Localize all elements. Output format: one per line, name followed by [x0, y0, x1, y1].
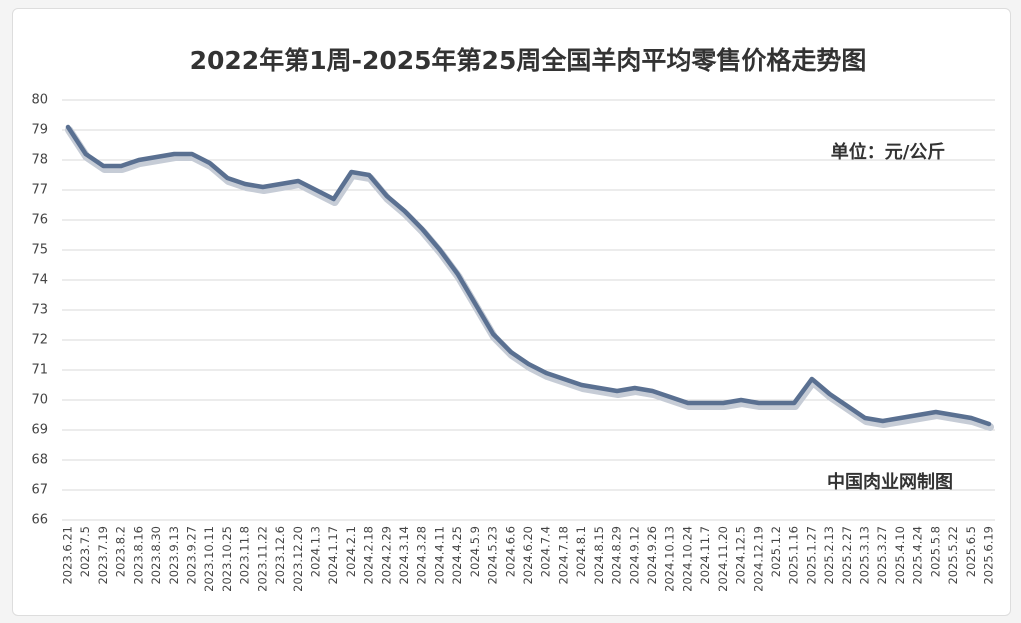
x-tick-label: 2023.9.13 — [167, 526, 181, 585]
x-tick-label: 2024.4.11 — [432, 526, 446, 585]
x-tick-label: 2024.2.1 — [344, 526, 358, 577]
x-tick-label: 2024.11.20 — [716, 526, 730, 592]
x-tick-label: 2025.6.19 — [982, 526, 996, 585]
x-tick-label: 2025.3.27 — [875, 526, 889, 585]
y-tick-label: 74 — [31, 273, 48, 288]
x-tick-label: 2024.11.7 — [698, 526, 712, 585]
x-tick-label: 2025.2.27 — [840, 526, 854, 585]
y-tick-label: 73 — [31, 303, 48, 318]
y-tick-label: 71 — [31, 363, 48, 378]
y-tick-label: 66 — [31, 513, 48, 528]
y-tick-label: 79 — [31, 123, 48, 138]
x-tick-label: 2024.2.18 — [362, 526, 376, 585]
x-tick-label: 2025.4.24 — [911, 526, 925, 585]
y-tick-label: 76 — [31, 213, 48, 228]
x-tick-label: 2024.9.26 — [645, 526, 659, 585]
line — [65, 124, 992, 427]
y-tick-label: 78 — [31, 153, 48, 168]
x-tick-label: 2025.1.27 — [804, 526, 818, 585]
chart-title: 2022年第1周-2025年第25周全国羊肉平均零售价格走势图 — [190, 46, 867, 75]
x-tick-label: 2023.12.20 — [291, 526, 305, 592]
x-tick-label: 2024.3.28 — [415, 526, 429, 585]
x-tick-label: 2023.12.6 — [273, 526, 287, 585]
x-tick-label: 2024.2.29 — [379, 526, 393, 585]
y-tick-label: 69 — [31, 423, 48, 438]
x-tick-label: 2023.10.25 — [220, 526, 234, 592]
x-tick-label: 2025.6.5 — [964, 526, 978, 577]
unit-note: 单位：元/公斤 — [831, 141, 946, 163]
x-tick-label: 2024.1.17 — [326, 526, 340, 585]
y-tick-label: 72 — [31, 333, 48, 348]
x-tick-label: 2024.8.15 — [592, 526, 606, 585]
x-tick-label: 2024.9.12 — [627, 526, 641, 585]
x-tick-label: 2024.6.20 — [521, 526, 535, 585]
y-tick-label: 77 — [31, 183, 48, 198]
x-tick-label: 2024.10.13 — [663, 526, 677, 592]
x-tick-label: 2024.4.25 — [450, 526, 464, 585]
x-tick-label: 2024.8.1 — [574, 526, 588, 577]
x-tick-label: 2024.1.3 — [308, 526, 322, 577]
x-tick-label: 2025.1.2 — [769, 526, 783, 577]
x-tick-label: 2023.7.19 — [96, 526, 110, 585]
x-tick-label: 2024.12.5 — [734, 526, 748, 585]
x-tick-label: 2025.3.13 — [858, 526, 872, 585]
x-tick-label: 2024.5.9 — [468, 526, 482, 577]
line-shadow — [65, 126, 994, 431]
y-tick-label: 80 — [31, 93, 48, 108]
x-tick-label: 2024.7.4 — [539, 526, 553, 577]
y-tick-label: 68 — [31, 453, 48, 468]
x-tick-label: 2023.8.30 — [149, 526, 163, 585]
x-tick-label: 2024.6.6 — [503, 526, 517, 577]
x-tick-label: 2025.4.10 — [893, 526, 907, 585]
x-tick-label: 2023.7.5 — [78, 526, 92, 577]
x-tick-label: 2024.12.19 — [751, 526, 765, 592]
y-tick-label: 75 — [31, 243, 48, 258]
x-tick-label: 2023.9.27 — [184, 526, 198, 585]
x-tick-label: 2023.10.11 — [202, 526, 216, 592]
y-tick-label: 67 — [31, 483, 48, 498]
x-tick-label: 2023.11.8 — [238, 526, 252, 585]
x-tick-label: 2024.10.24 — [680, 526, 694, 592]
x-tick-label: 2025.5.22 — [946, 526, 960, 585]
y-tick-label: 70 — [31, 393, 48, 408]
x-tick-label: 2024.5.23 — [486, 526, 500, 585]
x-tick-label: 2023.6.21 — [61, 526, 75, 585]
x-tick-label: 2024.7.18 — [556, 526, 570, 585]
x-tick-label: 2025.2.13 — [822, 526, 836, 585]
x-tick-label: 2025.1.16 — [787, 526, 801, 585]
x-tick-label: 2024.8.29 — [610, 526, 624, 585]
x-tick-label: 2025.5.8 — [928, 526, 942, 577]
source-note: 中国肉业网制图 — [827, 471, 953, 493]
x-tick-label: 2024.3.14 — [397, 526, 411, 585]
x-tick-label: 2023.11.22 — [255, 526, 269, 592]
card — [12, 8, 1011, 616]
x-tick-label: 2023.8.2 — [114, 526, 128, 577]
x-tick-label: 2023.8.16 — [131, 526, 145, 585]
